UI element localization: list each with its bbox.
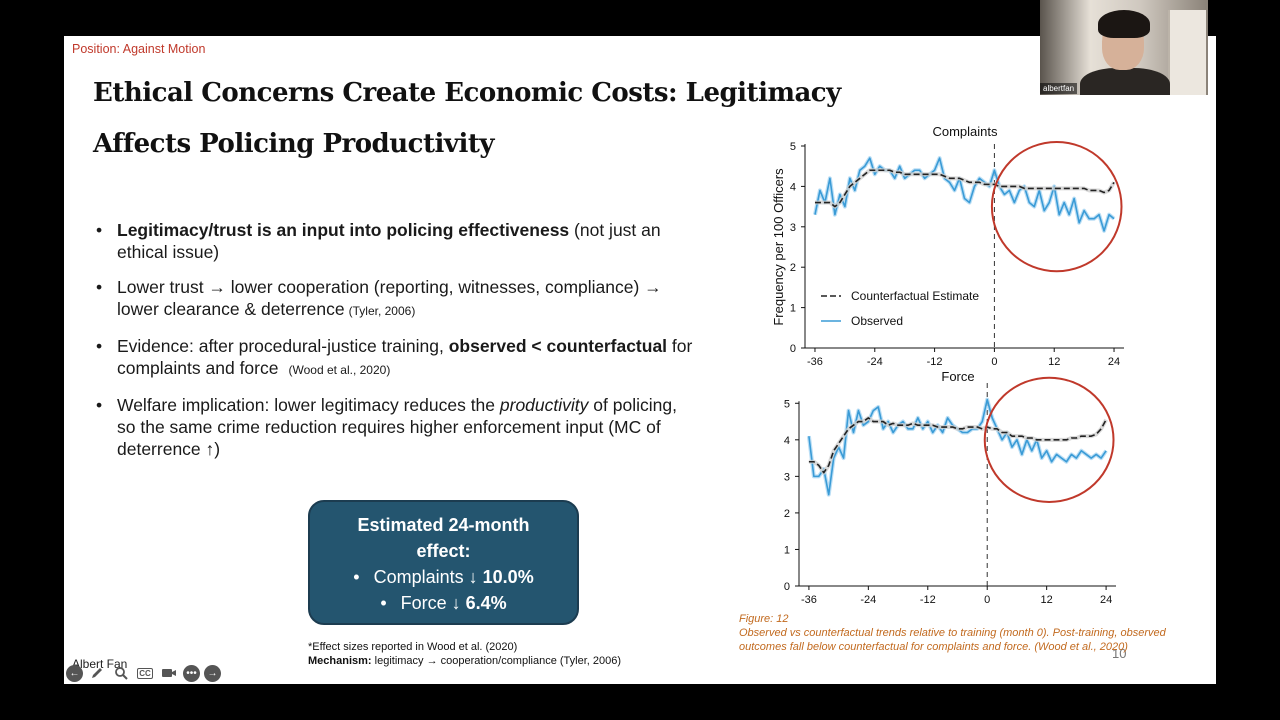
complaints-observed-halo — [813, 156, 1116, 233]
webcam-person-body — [1080, 68, 1170, 95]
slide-title-line2: Affects Policing Productivity — [93, 129, 494, 159]
position-label: Position: Against Motion — [72, 42, 206, 56]
bullet-text: for complaints and force — [117, 336, 693, 378]
bullet-bold: Legitimacy/trust is an input into polici… — [117, 220, 570, 240]
complaints-y-tick-label: 2 — [790, 262, 796, 274]
bullet-text: (not just an ethical issue) — [117, 220, 661, 262]
force-highlight-circle — [983, 376, 1115, 503]
caption-cite: (Wood et al., 2020) — [1031, 641, 1128, 653]
complaints-x-tick-label: -12 — [927, 356, 943, 368]
slide-title-line1: Ethical Concerns Create Economic Costs: … — [93, 78, 841, 108]
effect-row-force: • Force ↓ 6.4% — [310, 590, 577, 616]
force-y-tick-label: 0 — [784, 581, 790, 593]
effect-row-complaints: • Complaints ↓ 10.0% — [310, 564, 577, 590]
bullet-item: Legitimacy/trust is an input into polici… — [94, 219, 694, 263]
complaints-x-tick-label: 0 — [991, 356, 997, 368]
complaints-chart-title: Complaints — [932, 124, 998, 139]
legend-observed-label: Observed — [851, 314, 903, 328]
slide: Position: Against Motion Ethical Concern… — [64, 36, 1216, 684]
bullet-dot: • — [380, 593, 387, 613]
force-x-tick-label: -36 — [801, 594, 817, 606]
captions-icon[interactable]: CC — [135, 664, 155, 682]
webcam-video: albertfan — [1040, 0, 1208, 95]
force-y-tick-label: 3 — [784, 471, 790, 483]
complaints-x-tick-label: 12 — [1048, 356, 1060, 368]
force-y-tick-label: 2 — [784, 508, 790, 520]
bullet-item: Evidence: after procedural-justice train… — [94, 335, 694, 381]
force-x-tick-label: 12 — [1041, 594, 1053, 606]
presentation-toolbar: ← CC ••• → — [66, 664, 221, 682]
citation: (Tyler, 2006) — [348, 304, 416, 318]
more-icon[interactable]: ••• — [183, 664, 200, 682]
complaints-y-axis-label: Frequency per 100 Officers — [771, 168, 786, 326]
participant-name: albertfan — [1040, 83, 1078, 94]
webcam-door — [1168, 10, 1206, 95]
force-chart-title: Force — [941, 369, 974, 384]
bullet-text: Lower trust → lower cooperation (reporti… — [117, 277, 662, 319]
caption-text: Observed vs counterfactual trends relati… — [739, 627, 1166, 653]
force-y-tick-label: 5 — [784, 398, 790, 410]
effect-label: Force ↓ — [400, 593, 466, 613]
complaints-counterfactual-line — [814, 169, 1115, 208]
bullet-text: of policing, so the same crime reduction… — [117, 395, 677, 459]
complaints-y-tick-label: 4 — [790, 181, 796, 193]
force-counterfactual-line — [808, 417, 1107, 474]
forward-arrow-icon[interactable]: → — [204, 664, 221, 682]
complaints-highlight-circle — [990, 140, 1123, 273]
footnote: *Effect sizes reported in Wood et al. (2… — [308, 640, 621, 668]
footnote-line1: *Effect sizes reported in Wood et al. (2… — [308, 641, 518, 653]
pen-icon[interactable] — [87, 664, 107, 682]
bullet-text: Evidence: after procedural-justice train… — [117, 336, 449, 356]
figure-caption: Figure: 12 Observed vs counterfactual tr… — [739, 612, 1209, 654]
bullet-italic: productivity — [499, 395, 589, 415]
force-y-tick-label: 1 — [784, 544, 790, 556]
force-x-tick-label: -24 — [860, 594, 876, 606]
footnote-bold: Mechanism: — [308, 655, 372, 667]
bullet-dot: • — [353, 567, 360, 587]
force-x-tick-label: -12 — [920, 594, 936, 606]
force-x-tick-label: 24 — [1100, 594, 1112, 606]
complaints-y-tick-label: 0 — [790, 343, 796, 355]
force-observed-halo — [806, 397, 1108, 497]
legend-counterfactual-label: Counterfactual Estimate — [851, 289, 979, 303]
footnote-text: legitimacy → cooperation/compliance (Tyl… — [371, 655, 622, 667]
page-number: 10 — [1112, 646, 1127, 661]
complaints-x-tick-label: -36 — [807, 356, 823, 368]
captions-label: CC — [137, 667, 153, 679]
force-observed-line — [808, 398, 1107, 496]
webcam-person-hair — [1098, 10, 1150, 38]
complaints-x-tick-label: -24 — [867, 356, 883, 368]
complaints-x-tick-label: 24 — [1108, 356, 1120, 368]
bullet-item: Welfare implication: lower legitimacy re… — [94, 394, 694, 460]
back-arrow-icon[interactable]: ← — [66, 664, 83, 682]
effect-label: Complaints ↓ — [373, 567, 483, 587]
effect-value: 6.4% — [465, 593, 507, 613]
effect-box: Estimated 24-month effect: • Complaints ↓… — [308, 500, 579, 625]
bullet-item: Lower trust → lower cooperation (reporti… — [94, 276, 694, 322]
force-y-tick-label: 4 — [784, 435, 790, 447]
citation: (Wood et al., 2020) — [288, 363, 391, 377]
complaints-y-tick-label: 1 — [790, 303, 796, 315]
effect-value: 10.0% — [482, 567, 534, 587]
effect-heading: Estimated 24-month effect: — [357, 515, 530, 561]
figure-label: Figure: 12 — [739, 613, 789, 625]
zoom-icon[interactable] — [111, 664, 131, 682]
author-name: Albert Fan — [72, 657, 128, 671]
bullet-text: Welfare implication: lower legitimacy re… — [117, 395, 500, 415]
bullet-bold: observed < counterfactual — [448, 336, 668, 356]
complaints-y-tick-label: 3 — [790, 222, 796, 234]
complaints-observed-line — [814, 157, 1115, 232]
bullet-list: Legitimacy/trust is an input into polici… — [94, 219, 694, 473]
camera-icon[interactable] — [159, 664, 179, 682]
force-x-tick-label: 0 — [984, 594, 990, 606]
complaints-y-tick-label: 5 — [790, 141, 796, 153]
footnote-line2: Mechanism: legitimacy → cooperation/comp… — [308, 654, 621, 668]
